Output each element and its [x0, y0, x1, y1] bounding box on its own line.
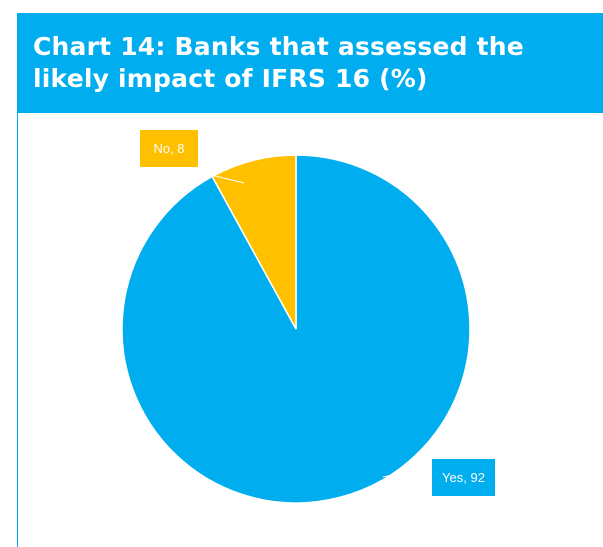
leader-lines	[181, 167, 432, 478]
data-label-no-text: No, 8	[153, 141, 185, 156]
data-label-yes: Yes, 92	[431, 458, 496, 497]
leader-line-no	[181, 167, 245, 184]
pie-slices	[121, 154, 471, 504]
data-label-no: No, 8	[139, 129, 199, 168]
data-label-yes-text: Yes, 92	[442, 470, 485, 485]
chart-title-banner: Chart 14: Banks that assessed the likely…	[17, 13, 603, 113]
chart-title: Chart 14: Banks that assessed the likely…	[33, 32, 524, 93]
leader-line-yes	[382, 466, 432, 478]
frame-left-rule	[17, 113, 18, 547]
pie-slice-no	[211, 154, 297, 330]
